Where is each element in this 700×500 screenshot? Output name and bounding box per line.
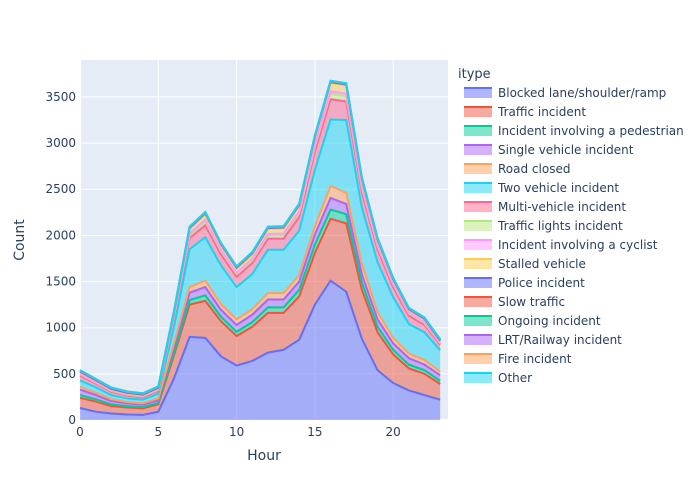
legend-title: itype xyxy=(458,67,491,82)
legend-item: Single vehicle incident xyxy=(464,143,634,157)
legend-label: Road closed xyxy=(498,162,570,176)
legend-label: Single vehicle incident xyxy=(498,143,634,157)
legend-label: Traffic incident xyxy=(497,105,586,119)
legend-label: Ongoing incident xyxy=(498,314,601,328)
legend-label: Other xyxy=(498,371,532,385)
legend-swatch xyxy=(464,373,492,383)
legend-swatch xyxy=(464,126,492,136)
legend-label: Incident involving a pedestrian xyxy=(498,124,684,138)
x-tick-label: 10 xyxy=(229,425,244,439)
legend-label: Slow traffic xyxy=(498,295,565,309)
y-tick-label: 3500 xyxy=(45,90,76,104)
legend-swatch xyxy=(464,297,492,307)
legend-swatch xyxy=(464,164,492,174)
y-tick-label: 1000 xyxy=(45,321,76,335)
legend-swatch xyxy=(464,240,492,250)
legend-swatch xyxy=(464,354,492,364)
legend-swatch xyxy=(464,335,492,345)
y-tick-label: 3000 xyxy=(45,136,76,150)
legend-label: Incident involving a cyclist xyxy=(498,238,658,252)
legend-label: Traffic lights incident xyxy=(497,219,623,233)
x-tick-label: 15 xyxy=(307,425,322,439)
legend-item: Other xyxy=(464,371,532,385)
area-two-vehicle-incident xyxy=(80,119,441,404)
legend-label: Blocked lane/shoulder/ramp xyxy=(498,86,666,100)
legend-item: Stalled vehicle xyxy=(464,257,586,271)
legend-swatch xyxy=(464,259,492,269)
legend-label: Two vehicle incident xyxy=(497,181,619,195)
x-tick-label: 20 xyxy=(386,425,401,439)
legend-label: Stalled vehicle xyxy=(498,257,586,271)
line-single-vehicle-incident xyxy=(79,196,441,406)
legend-item: Traffic incident xyxy=(464,105,586,119)
x-tick-label: 5 xyxy=(154,425,162,439)
legend-item: Two vehicle incident xyxy=(464,181,619,195)
legend-item: Blocked lane/shoulder/ramp xyxy=(464,86,666,100)
line-two-vehicle-incident xyxy=(79,118,441,401)
area-blocked-lane-shoulder-ramp xyxy=(80,280,441,420)
legend-swatch xyxy=(464,221,492,231)
legend-label: Multi-vehicle incident xyxy=(498,200,626,214)
legend-label: LRT/Railway incident xyxy=(498,333,622,347)
legend-swatch xyxy=(464,107,492,117)
y-tick-label: 0 xyxy=(68,413,76,427)
x-axis-title: Hour xyxy=(247,448,281,464)
line-blocked-lane-shoulder-ramp xyxy=(79,279,441,416)
legend-label: Fire incident xyxy=(498,352,572,366)
legend-item: Slow traffic xyxy=(464,295,565,309)
area-traffic-incident xyxy=(80,218,441,415)
legend-swatch xyxy=(464,145,492,155)
y-tick-label: 2000 xyxy=(45,228,76,242)
legend-item: Incident involving a cyclist xyxy=(464,238,658,252)
y-tick-label: 2500 xyxy=(45,182,76,196)
legend-item: Ongoing incident xyxy=(464,314,601,328)
legend-item: LRT/Railway incident xyxy=(464,333,622,347)
legend-item: Police incident xyxy=(464,276,585,290)
x-tick-label: 0 xyxy=(76,425,84,439)
y-axis-title: Count xyxy=(12,219,28,261)
legend-swatch xyxy=(464,316,492,326)
legend-swatch xyxy=(464,88,492,98)
line-other xyxy=(79,79,441,395)
legend-swatch xyxy=(464,278,492,288)
y-tick-label: 500 xyxy=(53,367,76,381)
line-traffic-incident xyxy=(79,217,441,410)
legend-item: Multi-vehicle incident xyxy=(464,200,626,214)
line-incident-involving-a-pedestrian xyxy=(79,208,441,409)
legend-swatch xyxy=(464,183,492,193)
legend-item: Road closed xyxy=(464,162,570,176)
line-road-closed xyxy=(79,184,441,405)
legend-label: Police incident xyxy=(498,276,585,290)
legend-item: Traffic lights incident xyxy=(464,219,623,233)
y-tick-label: 1500 xyxy=(45,275,76,289)
legend-item: Incident involving a pedestrian xyxy=(464,124,684,138)
legend-swatch xyxy=(464,202,492,212)
legend-item: Fire incident xyxy=(464,352,572,366)
